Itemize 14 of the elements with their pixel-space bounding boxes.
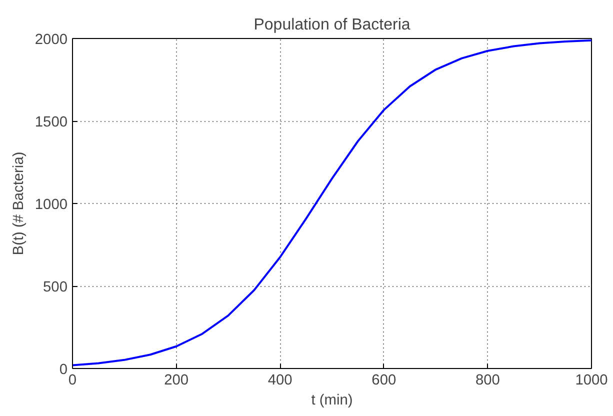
y-axis-title: B(t) (# Bacteria) — [10, 152, 27, 256]
x-tick-label: 200 — [164, 372, 189, 388]
x-tick-label: 800 — [475, 372, 500, 388]
y-tick-label: 2000 — [34, 32, 68, 48]
x-tick-label: 600 — [372, 372, 396, 388]
y-tick-label: 1000 — [34, 197, 68, 213]
x-axis-title: t (min) — [311, 392, 353, 408]
x-tick-label: 400 — [268, 372, 292, 388]
y-tick-label: 500 — [43, 280, 68, 296]
y-tick-label: 1500 — [34, 114, 68, 130]
line-series — [72, 39, 592, 366]
y-tick-label: 0 — [59, 362, 68, 378]
x-tick-label: 1000 — [575, 372, 608, 388]
chart-title: Population of Bacteria — [254, 16, 410, 34]
